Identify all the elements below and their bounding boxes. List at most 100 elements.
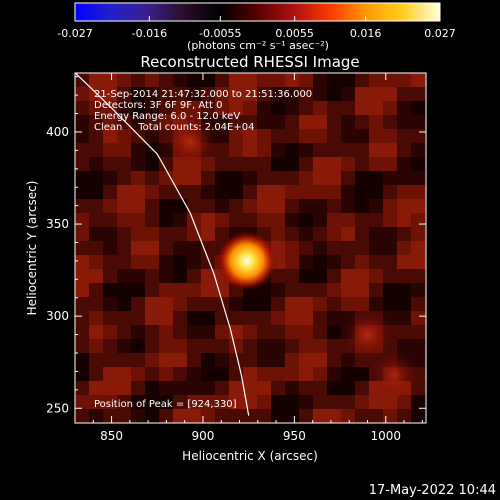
texture-cell	[75, 269, 89, 283]
texture-cell	[313, 311, 327, 325]
texture-cell	[159, 283, 173, 297]
texture-cell	[173, 381, 187, 395]
texture-cell	[215, 353, 229, 367]
texture-cell	[117, 115, 131, 129]
texture-cell	[271, 353, 285, 367]
texture-cell	[215, 143, 229, 157]
y-tick-label: 250	[46, 401, 69, 415]
texture-cell	[327, 199, 341, 213]
texture-cell	[383, 185, 397, 199]
texture-cell	[187, 213, 201, 227]
texture-cell	[397, 129, 411, 143]
texture-cell	[341, 255, 355, 269]
texture-cell	[439, 255, 453, 269]
texture-cell	[411, 409, 425, 423]
texture-cell	[285, 367, 299, 381]
texture-cell	[117, 395, 131, 409]
texture-cell	[201, 227, 215, 241]
texture-cell	[355, 381, 369, 395]
texture-cell	[341, 297, 355, 311]
texture-cell	[341, 381, 355, 395]
texture-cell	[173, 297, 187, 311]
texture-cell	[299, 115, 313, 129]
texture-cell	[103, 115, 117, 129]
texture-cell	[243, 129, 257, 143]
x-tick-label: 1000	[371, 429, 402, 443]
texture-cell	[173, 339, 187, 353]
texture-cell	[411, 423, 425, 437]
texture-cell	[229, 353, 243, 367]
texture-cell	[229, 143, 243, 157]
texture-cell	[89, 269, 103, 283]
texture-cell	[313, 115, 327, 129]
texture-cell	[103, 241, 117, 255]
texture-cell	[285, 101, 299, 115]
texture-cell	[369, 171, 383, 185]
texture-cell	[341, 87, 355, 101]
texture-cell	[201, 409, 215, 423]
texture-cell	[75, 241, 89, 255]
texture-cell	[229, 87, 243, 101]
texture-cell	[243, 311, 257, 325]
texture-cell	[117, 143, 131, 157]
texture-cell	[397, 269, 411, 283]
texture-cell	[369, 143, 383, 157]
texture-cell	[75, 395, 89, 409]
texture-cell	[145, 269, 159, 283]
x-tick-label: 850	[100, 429, 123, 443]
texture-cell	[243, 339, 257, 353]
texture-cell	[271, 283, 285, 297]
texture-cell	[145, 367, 159, 381]
texture-cell	[201, 241, 215, 255]
texture-cell	[159, 171, 173, 185]
texture-cell	[397, 199, 411, 213]
texture-cell	[341, 129, 355, 143]
texture-cell	[285, 157, 299, 171]
texture-cell	[229, 297, 243, 311]
texture-cell	[257, 325, 271, 339]
texture-cell	[201, 367, 215, 381]
secondary-source	[163, 114, 217, 168]
texture-cell	[341, 269, 355, 283]
texture-cell	[355, 157, 369, 171]
texture-cell	[117, 73, 131, 87]
texture-cell	[201, 213, 215, 227]
texture-cell	[145, 339, 159, 353]
texture-cell	[257, 339, 271, 353]
texture-cell	[313, 199, 327, 213]
texture-cell	[285, 241, 299, 255]
texture-cell	[201, 297, 215, 311]
texture-cell	[285, 395, 299, 409]
texture-cell	[131, 339, 145, 353]
texture-cell	[397, 185, 411, 199]
texture-cell	[327, 269, 341, 283]
peak-source	[216, 230, 277, 291]
texture-cell	[369, 255, 383, 269]
texture-cell	[439, 395, 453, 409]
info-line-clean: Clean Total counts: 2.04E+04	[94, 122, 254, 133]
texture-cell	[425, 395, 426, 409]
texture-cell	[411, 283, 425, 297]
texture-cell	[215, 101, 229, 115]
texture-cell	[327, 241, 341, 255]
texture-cell	[355, 395, 369, 409]
texture-cell	[439, 129, 453, 143]
texture-cell	[117, 171, 131, 185]
texture-cell	[285, 227, 299, 241]
texture-cell	[313, 297, 327, 311]
texture-cell	[355, 227, 369, 241]
texture-cell	[369, 297, 383, 311]
texture-cell	[229, 115, 243, 129]
texture-cell	[369, 129, 383, 143]
texture-cell	[173, 199, 187, 213]
texture-cell	[425, 409, 426, 423]
texture-cell	[411, 199, 425, 213]
texture-cell	[229, 339, 243, 353]
texture-cell	[103, 87, 117, 101]
texture-cell	[285, 255, 299, 269]
texture-cell	[215, 227, 229, 241]
texture-cell	[299, 129, 313, 143]
texture-cell	[215, 87, 229, 101]
texture-cell	[89, 395, 103, 409]
texture-cell	[243, 73, 257, 87]
